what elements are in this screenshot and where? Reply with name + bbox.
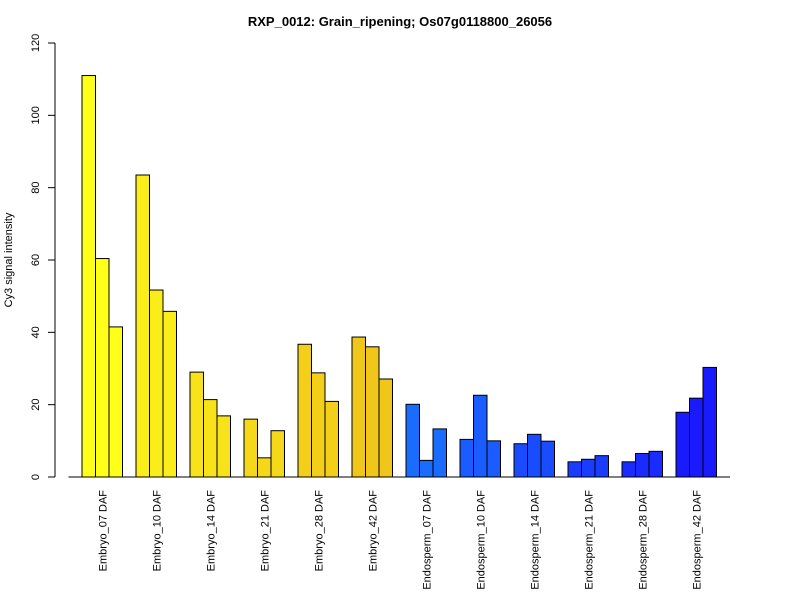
bar (243, 418, 258, 478)
x-axis-labels: Embryo_07 DAF Embryo_10 DAF Embryo_14 DAF E… (97, 490, 703, 590)
bar (365, 346, 380, 478)
y-tick-label: 100 (30, 106, 42, 124)
bar (81, 75, 96, 478)
bar (702, 366, 717, 478)
bar (270, 430, 285, 478)
bar (216, 415, 231, 478)
bar (432, 428, 447, 478)
chart-title: RXP_0012: Grain_ripening; Os07g0118800_2… (248, 14, 552, 29)
bar (419, 459, 434, 478)
bar (527, 433, 542, 478)
bar (297, 343, 312, 478)
bar (621, 461, 636, 478)
x-category-label: Endosperm_10 DAF (475, 490, 487, 590)
y-tick-label: 60 (30, 254, 42, 266)
x-category-label: Embryo_14 DAF (205, 490, 217, 572)
x-category-label: Embryo_07 DAF (97, 490, 109, 572)
bar (95, 258, 110, 478)
bar (486, 440, 501, 478)
bar (648, 450, 663, 478)
x-category-label: Endosperm_28 DAF (637, 490, 649, 590)
bar (473, 394, 488, 478)
bar (594, 455, 609, 478)
bars-group (68, 75, 730, 478)
bar (540, 440, 555, 478)
bar (324, 400, 339, 478)
bar (351, 336, 366, 478)
bar (108, 326, 123, 478)
y-axis-label: Cy3 signal intensity (3, 212, 15, 307)
bar (378, 378, 393, 478)
bar (203, 399, 218, 478)
bar (257, 457, 272, 478)
y-tick-label: 40 (30, 326, 42, 338)
y-tick-label: 120 (30, 34, 42, 52)
bar (311, 372, 326, 478)
bar (405, 403, 420, 478)
bar (635, 452, 650, 478)
bar (135, 174, 150, 478)
bar (581, 458, 596, 478)
y-axis: 0 20 40 60 80 100 120 (30, 34, 56, 480)
bar (149, 289, 164, 478)
bar (567, 461, 582, 478)
bar (459, 438, 474, 478)
bar (189, 371, 204, 478)
bar (675, 411, 690, 478)
x-category-label: Endosperm_21 DAF (583, 490, 595, 590)
bar (162, 310, 177, 478)
x-category-label: Endosperm_07 DAF (421, 490, 433, 590)
x-category-label: Embryo_42 DAF (367, 490, 379, 572)
x-category-label: Endosperm_42 DAF (691, 490, 703, 590)
y-tick-label: 80 (30, 182, 42, 194)
bar (513, 443, 528, 478)
x-category-label: Embryo_28 DAF (313, 490, 325, 572)
x-category-label: Embryo_21 DAF (259, 490, 271, 572)
x-category-label: Endosperm_14 DAF (529, 490, 541, 590)
x-category-label: Embryo_10 DAF (151, 490, 163, 572)
bar (689, 397, 704, 478)
y-tick-label: 0 (30, 474, 42, 480)
y-tick-label: 20 (30, 399, 42, 411)
